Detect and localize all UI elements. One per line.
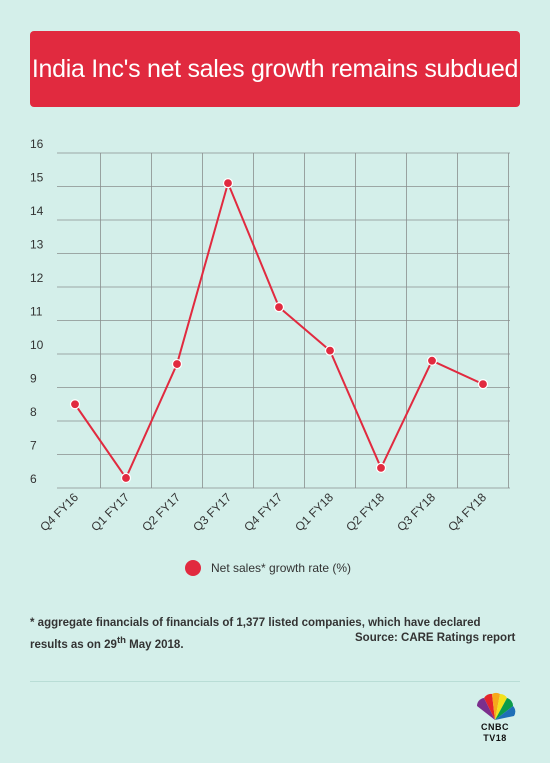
x-tick-label: Q3 FY17 — [190, 490, 234, 534]
footnote: * aggregate financials of financials of … — [30, 614, 510, 654]
footnote-text: * aggregate financials of financials of … — [30, 617, 481, 651]
y-tick-label: 11 — [30, 305, 43, 319]
y-tick-label: 8 — [30, 405, 37, 419]
y-tick-label: 7 — [30, 439, 37, 453]
source-text: Source: CARE Ratings report — [355, 632, 516, 644]
y-tick-label: 13 — [30, 238, 44, 252]
y-tick-label: 14 — [30, 204, 44, 218]
data-point — [273, 302, 285, 313]
y-tick-label: 10 — [30, 338, 44, 352]
x-tick-label: Q4 FY16 — [37, 490, 81, 534]
title-banner: India Inc's net sales growth remains sub… — [30, 31, 520, 107]
x-tick-label: Q2 FY18 — [343, 490, 387, 534]
x-tick-label: Q4 FY17 — [241, 490, 285, 534]
data-point — [69, 399, 81, 410]
x-tick-label: Q2 FY17 — [139, 490, 183, 534]
y-tick-label: 16 — [30, 137, 44, 151]
peacock-icon — [476, 692, 516, 720]
y-tick-label: 12 — [30, 271, 44, 285]
data-point — [426, 355, 438, 366]
x-tick-label: Q1 FY18 — [292, 490, 336, 534]
data-point — [171, 358, 183, 370]
legend-marker — [185, 560, 201, 576]
cnbc-tv18-logo: CNBC TV18 — [470, 692, 520, 744]
footnote-tail: May 2018. — [125, 638, 184, 651]
data-point — [324, 345, 336, 356]
x-tick-label: Q4 FY18 — [445, 490, 489, 534]
logo-line2: TV18 — [483, 733, 507, 743]
chart-title: India Inc's net sales growth remains sub… — [31, 54, 519, 83]
y-tick-label: 6 — [30, 472, 37, 486]
data-point — [477, 379, 489, 390]
divider — [30, 681, 520, 682]
data-point — [222, 178, 234, 189]
x-tick-label: Q1 FY17 — [88, 490, 132, 534]
data-point — [120, 472, 132, 484]
x-tick-label: Q3 FY18 — [394, 490, 438, 534]
data-point — [375, 462, 387, 473]
footnote-sup: th — [116, 635, 126, 646]
legend: Net sales* growth rate (%) — [185, 560, 351, 576]
y-tick-label: 15 — [30, 171, 44, 185]
series-line — [74, 180, 484, 480]
logo-line1: CNBC — [481, 722, 509, 732]
y-tick-label: 9 — [30, 372, 37, 386]
legend-label: Net sales* growth rate (%) — [211, 561, 352, 575]
